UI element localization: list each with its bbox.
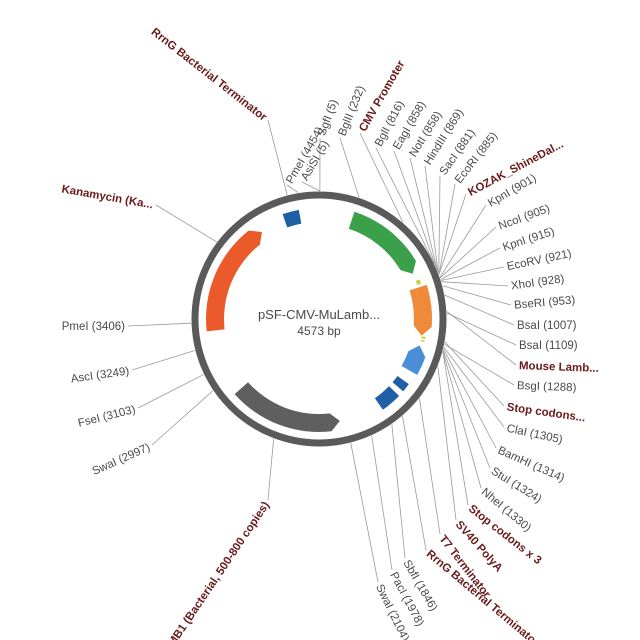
leader-bseri: [442, 285, 512, 306]
feature-sv40-polya: [401, 345, 426, 375]
leader-xhoi: [441, 281, 509, 287]
leader-sv40: [437, 366, 457, 521]
leader-cmv: [359, 132, 404, 223]
leader-stui: [442, 350, 491, 469]
leader-t7: [419, 398, 441, 535]
leader-nhei: [442, 351, 482, 489]
feature-label-pmb1: pMB1 (Bacterial, 500-800 copies): [162, 500, 272, 640]
feature-arcs: [206, 209, 432, 432]
leader-bglii: [339, 137, 360, 198]
leader-hindiii: [424, 165, 439, 272]
feature-rrng-bacterial-terminator-1: [282, 209, 302, 228]
leader-stop3: [442, 351, 469, 506]
leader-bsgi: [444, 343, 515, 386]
site-label-bsai2: BsaI (1109): [519, 340, 578, 352]
leader-pmei_left: [127, 322, 192, 327]
feature-label-rrng_bot: RrnG Bacterial Terminator: [424, 548, 542, 640]
leader-rrng_bot: [402, 416, 427, 551]
site-label-bsai1: BsaI (1007): [517, 320, 577, 332]
leader-rrng_top: [267, 119, 288, 196]
feature-mouse-lambda: [409, 284, 432, 336]
site-label-pmei_left: PmeI (3406): [62, 321, 125, 333]
leader-ecorv: [440, 266, 505, 281]
feature-stop-codons-bar-1: [421, 336, 426, 340]
leader-pmb1: [267, 438, 275, 501]
leader-clai: [443, 346, 505, 428]
leader-noti: [409, 157, 438, 271]
leader-swai_bot: [350, 442, 379, 583]
leader-fsei: [137, 374, 204, 409]
site-label-bsgi: BsgI (1288): [517, 380, 577, 394]
site-label-asci: AscI (3249): [70, 365, 130, 385]
feature-kanamycin: [206, 230, 262, 332]
leader-ncoi: [439, 226, 497, 279]
backbone-ring: [191, 191, 447, 447]
site-label-swai_left: SwaI (2997): [91, 442, 153, 478]
feature-t7-terminator: [392, 375, 409, 392]
leader-swai_left: [151, 390, 214, 446]
site-label-clai: ClaI (1305): [505, 423, 563, 447]
leader-bgli: [375, 147, 435, 264]
feature-kozak-bar: [415, 279, 422, 285]
feature-rrng-bacterial-terminator-2: [374, 386, 400, 410]
leader-ecori: [438, 183, 456, 275]
feature-stop-codons-bar-2: [420, 339, 425, 343]
leader-bsai1: [444, 294, 515, 326]
site-label-fsei: FseI (3103): [77, 404, 137, 430]
feature-label-stop1: Stop codons...: [506, 401, 586, 424]
leader-asci: [131, 350, 196, 371]
leader-kpni2: [440, 247, 501, 280]
feature-pmb1: [234, 382, 340, 432]
feature-label-cmv: CMV Promoter: [357, 58, 408, 134]
leader-eagi: [393, 150, 438, 271]
plasmid-name: pSF-CMV-MuLamb...: [258, 307, 380, 322]
site-label-kpni2: KpnI (915): [501, 226, 556, 254]
leader-mouse: [446, 311, 517, 366]
leader-paci: [371, 435, 393, 571]
leader-kozak: [438, 193, 467, 275]
feature-label-rrng_top: RrnG Bacterial Terminator: [149, 26, 269, 124]
leader-saci: [438, 175, 441, 274]
leader-kan: [155, 204, 218, 243]
site-label-bseri: BseRI (953): [514, 294, 576, 311]
feature-label-kan: Kanamycin (Ka...: [61, 183, 154, 211]
feature-cmv-promoter: [348, 211, 416, 274]
leader-asisi: [301, 181, 321, 192]
site-label-xhoi: XhoI (928): [510, 273, 565, 292]
leader-kpni1: [439, 204, 487, 278]
plasmid-length: 4573 bp: [297, 324, 341, 338]
leader-sbfi: [391, 424, 406, 559]
leader-pmei_top: [286, 184, 299, 194]
leader-bamhi: [443, 348, 497, 449]
leader-lines: [127, 119, 517, 583]
leader-bsai2: [446, 312, 517, 346]
leader-stop1: [444, 341, 505, 407]
feature-label-mouse: Mouse Lamb...: [519, 360, 599, 375]
site-label-ecorv: EcoRV (921): [506, 248, 573, 273]
